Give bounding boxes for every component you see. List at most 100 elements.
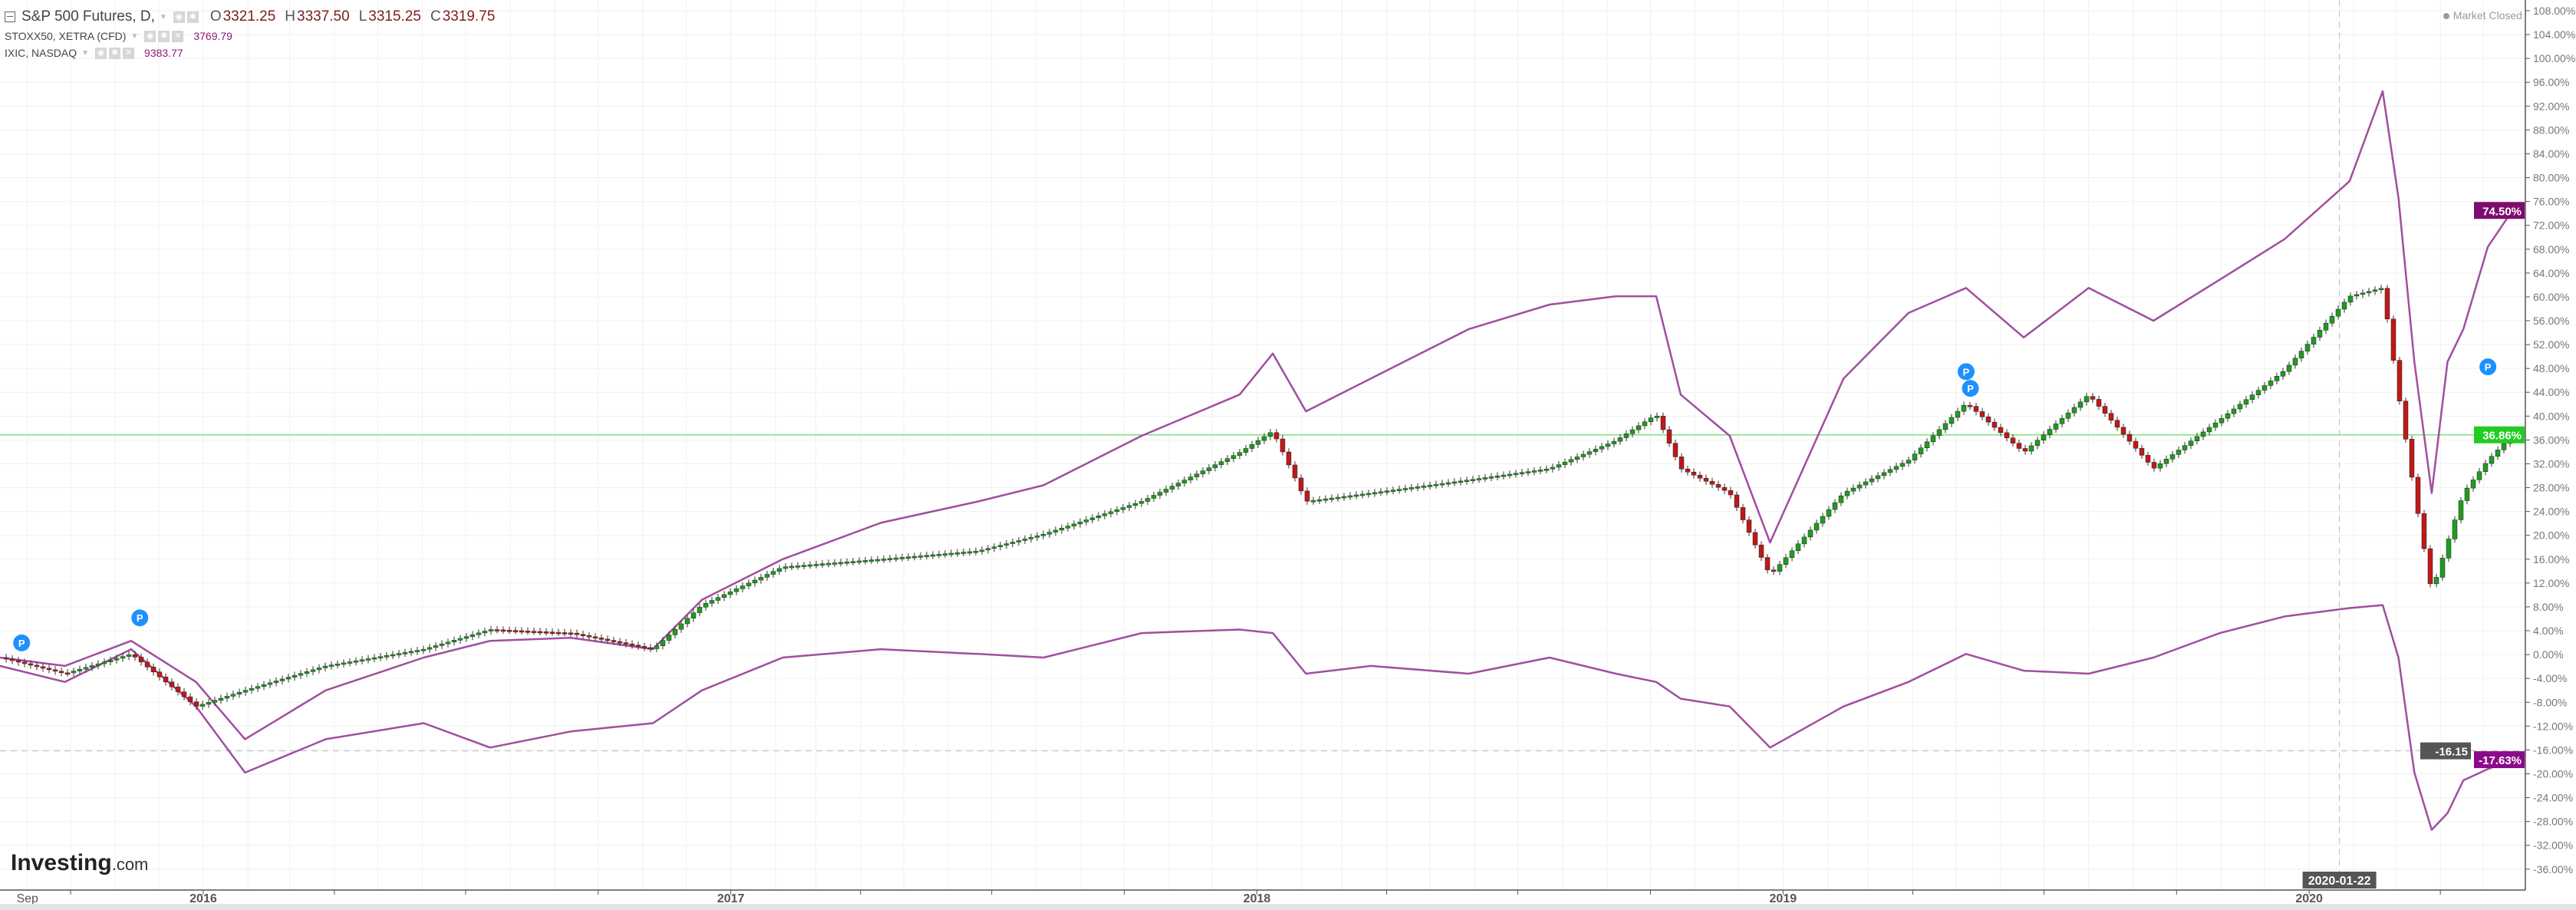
collapse-icon[interactable] (5, 12, 15, 22)
event-marker[interactable]: P (2479, 358, 2497, 376)
event-marker[interactable]: P (1957, 363, 1975, 381)
close-value: 3319.75 (442, 8, 496, 25)
candle (973, 550, 979, 553)
logo-brand: Investing (11, 850, 112, 875)
y-tick-label: -12.00% (2533, 720, 2573, 732)
candle (875, 559, 881, 562)
candle (525, 631, 531, 633)
candle (1181, 480, 1188, 483)
gear-icon[interactable]: ✱ (109, 47, 121, 59)
chevron-down-icon[interactable]: ▼ (130, 31, 139, 41)
y-tick-label: 56.00% (2533, 315, 2569, 327)
chevron-down-icon[interactable]: ▼ (159, 12, 167, 21)
candle (1298, 477, 1304, 492)
candle (1359, 493, 1365, 496)
event-marker[interactable]: P (1962, 380, 1979, 397)
candle (1771, 569, 1777, 572)
y-tick-label: 0.00% (2533, 648, 2564, 661)
candle (2489, 456, 2495, 464)
chevron-down-icon[interactable]: ▼ (81, 48, 90, 58)
candle (2274, 376, 2280, 381)
candle (384, 655, 390, 658)
candle (28, 663, 34, 666)
candle (1580, 453, 1586, 457)
candle (371, 657, 377, 660)
candle (942, 553, 948, 556)
candle (255, 686, 261, 689)
candle (181, 691, 187, 697)
close-icon[interactable]: ✕ (172, 30, 184, 42)
candle (2495, 450, 2501, 457)
candle (2225, 413, 2231, 419)
candle (2354, 294, 2360, 297)
candle (1458, 480, 1464, 483)
candle (641, 646, 647, 648)
event-marker-label: P (2485, 361, 2492, 373)
candle (887, 558, 893, 561)
event-marker-circle (1962, 380, 1979, 397)
legend-series-ixic[interactable]: IXIC, NASDAQ ▼ ◉ ✱ ✕ 9383.77 (5, 45, 495, 61)
candle (279, 678, 285, 681)
candle (193, 701, 199, 707)
candle (150, 667, 156, 673)
gear-icon[interactable]: ✱ (158, 30, 170, 42)
candle (844, 562, 850, 564)
candle (795, 565, 801, 568)
candle (2439, 558, 2446, 578)
candle (1433, 483, 1439, 486)
candle (236, 691, 242, 695)
candle (273, 681, 279, 684)
candle (15, 660, 21, 663)
candle (2433, 577, 2439, 585)
legend-main-series[interactable]: S&P 500 Futures, D, ▼ ◉ ✱ O 3321.25 H 3337… (5, 6, 495, 28)
gear-icon[interactable]: ✱ (186, 11, 199, 23)
candle (543, 631, 549, 634)
open-label: O (209, 8, 222, 25)
y-tick-label: 20.00% (2533, 529, 2569, 542)
candle (2304, 344, 2311, 351)
candle (1899, 463, 1906, 467)
event-marker[interactable]: P (131, 609, 149, 627)
candle (2323, 322, 2329, 331)
stoxx-last-label: -17.63% (2479, 754, 2522, 767)
x-tick-label: 2016 (189, 892, 217, 905)
candle (1347, 495, 1353, 498)
candle (1574, 457, 1580, 460)
candle (1685, 468, 1691, 473)
close-icon[interactable]: ✕ (123, 47, 135, 59)
candle (838, 562, 844, 565)
eye-icon[interactable]: ◉ (95, 47, 107, 59)
candle (2403, 401, 2409, 440)
candle (617, 641, 623, 644)
candle (1071, 523, 1077, 526)
candle (1550, 467, 1556, 470)
eye-icon[interactable]: ◉ (144, 30, 156, 42)
candle (341, 662, 347, 665)
candle (2501, 443, 2507, 450)
candle (34, 664, 40, 668)
market-status-text: Market Closed (2452, 9, 2522, 21)
candle (758, 577, 764, 581)
y-tick-label: -28.00% (2533, 816, 2573, 828)
candle (2071, 407, 2077, 414)
candle (1850, 487, 1856, 492)
candle (2384, 288, 2390, 320)
event-marker[interactable]: P (13, 634, 31, 651)
series-value: 9383.77 (144, 47, 183, 59)
candle (2280, 371, 2286, 377)
candle (83, 667, 89, 670)
candle (1955, 410, 1961, 418)
y-axis[interactable]: 108.00% 104.00% 100.00% 96.00% 92.00% 88.00% 8… (2525, 5, 2575, 875)
eye-icon[interactable]: ◉ (173, 11, 185, 23)
candle (568, 632, 574, 635)
candle (1329, 497, 1335, 500)
legend-series-stoxx[interactable]: STOXX50, XETRA (CFD) ▼ ◉ ✱ ✕ 3769.79 (5, 28, 495, 45)
candle (420, 648, 427, 651)
candle (1286, 451, 1292, 466)
candle (107, 660, 114, 662)
legend: S&P 500 Futures, D, ▼ ◉ ✱ O 3321.25 H 3337… (5, 6, 495, 61)
y-tick-label: 32.00% (2533, 457, 2569, 470)
x-axis[interactable]: Sep 2016 2017 2018 2019 2020 2020-01-22 (16, 872, 2441, 905)
